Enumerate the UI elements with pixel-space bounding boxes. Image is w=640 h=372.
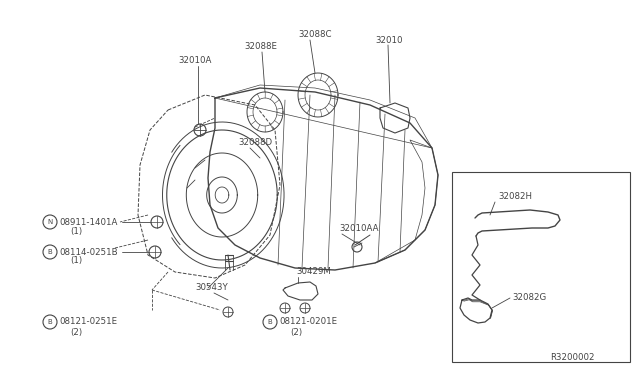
Text: 32010A: 32010A bbox=[178, 55, 211, 64]
Text: 32088D: 32088D bbox=[238, 138, 272, 147]
Text: B: B bbox=[47, 249, 52, 255]
Text: 30543Y: 30543Y bbox=[195, 283, 228, 292]
Text: (1): (1) bbox=[70, 257, 82, 266]
Text: B: B bbox=[47, 319, 52, 325]
Text: 32082H: 32082H bbox=[498, 192, 532, 201]
Text: 08121-0201E: 08121-0201E bbox=[279, 317, 337, 327]
Text: (2): (2) bbox=[70, 327, 82, 337]
Text: 30429M: 30429M bbox=[296, 267, 331, 276]
Text: N: N bbox=[47, 219, 52, 225]
Text: B: B bbox=[268, 319, 273, 325]
Text: R3200002: R3200002 bbox=[550, 353, 595, 362]
Text: (1): (1) bbox=[70, 227, 82, 235]
Text: 32088C: 32088C bbox=[298, 29, 332, 38]
Text: 08114-0251B: 08114-0251B bbox=[59, 247, 118, 257]
Bar bbox=[452, 172, 630, 362]
Text: 32088E: 32088E bbox=[244, 42, 277, 51]
Text: 08121-0251E: 08121-0251E bbox=[59, 317, 117, 327]
Text: 32010AA: 32010AA bbox=[339, 224, 378, 232]
Text: 32082G: 32082G bbox=[512, 294, 547, 302]
Text: 08911-1401A: 08911-1401A bbox=[59, 218, 117, 227]
Text: (2): (2) bbox=[290, 327, 302, 337]
Text: 32010: 32010 bbox=[375, 35, 403, 45]
